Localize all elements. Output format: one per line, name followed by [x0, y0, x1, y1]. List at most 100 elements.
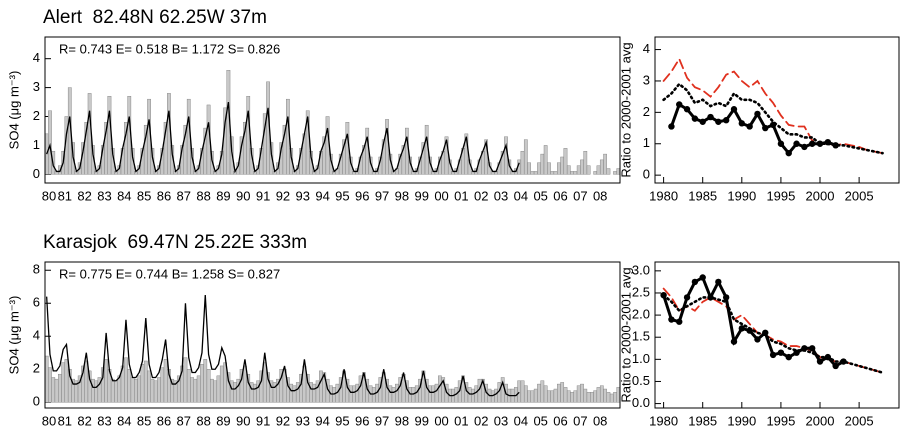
bar: [289, 383, 294, 403]
point: [808, 140, 816, 147]
bar: [160, 367, 165, 403]
point: [832, 362, 839, 370]
point: [777, 140, 785, 147]
x-tick-label: 97: [375, 188, 389, 203]
point: [730, 106, 738, 113]
bar: [547, 162, 551, 175]
x-tick-label: 89: [216, 188, 230, 203]
point: [660, 291, 667, 299]
x-tick-label: 86: [157, 413, 171, 428]
bar: [490, 390, 495, 403]
x-tick-label: 03: [494, 413, 508, 428]
plot-frame: [44, 261, 621, 409]
point: [683, 106, 691, 113]
bar: [530, 171, 535, 175]
bar: [438, 375, 442, 403]
bar: [547, 390, 551, 403]
bar: [252, 383, 257, 403]
x-tick-label: 88: [196, 188, 210, 203]
bar: [563, 148, 568, 175]
point: [762, 329, 769, 336]
stats-annotation: R= 0.743 E= 0.518 B= 1.172 S= 0.826: [59, 41, 280, 56]
bar: [140, 364, 145, 403]
point: [793, 140, 800, 147]
y-tick-label: 1: [33, 137, 40, 152]
bar: [523, 385, 528, 403]
x-tick-label: 00: [434, 188, 448, 203]
bar: [557, 162, 561, 175]
x-tick-label: 91: [256, 413, 270, 428]
bar: [520, 150, 525, 175]
bar: [603, 388, 607, 403]
x-tick-label: 84: [117, 413, 131, 428]
bar: [233, 382, 237, 403]
bar: [219, 365, 224, 403]
x-tick-label: 1985: [688, 413, 717, 428]
bar: [110, 378, 115, 403]
bar: [163, 359, 168, 403]
bar: [210, 150, 214, 175]
bar: [606, 392, 611, 403]
x-tick-label: 04: [514, 413, 528, 428]
bar: [527, 390, 531, 403]
x-tick-label: 00: [434, 413, 448, 428]
bar: [467, 387, 472, 403]
point: [808, 345, 816, 352]
bar: [434, 383, 439, 403]
bar: [348, 385, 353, 403]
x-tick-label: 93: [296, 413, 310, 428]
x-tick-label: 98: [395, 188, 409, 203]
point: [801, 143, 808, 151]
bar: [520, 380, 525, 403]
bar: [576, 385, 581, 403]
bar: [196, 375, 201, 403]
bar: [543, 145, 548, 175]
bar: [200, 364, 204, 403]
point: [769, 351, 777, 359]
bar: [365, 127, 370, 175]
x-tick-label: 82: [77, 188, 91, 203]
point: [801, 345, 808, 352]
point: [715, 278, 722, 286]
x-tick-label: 07: [573, 188, 587, 203]
point: [699, 274, 706, 281]
bar: [576, 165, 581, 175]
x-tick-label: 03: [494, 188, 508, 203]
point: [746, 123, 753, 130]
solid-line: [669, 102, 838, 156]
bar: [613, 171, 617, 175]
bar: [147, 370, 151, 403]
bar: [566, 390, 571, 403]
bar: [51, 377, 56, 403]
x-tick-label: 1990: [727, 188, 756, 203]
bar: [64, 359, 69, 403]
x-tick-label: 90: [236, 413, 250, 428]
bar: [216, 375, 221, 403]
bar: [58, 373, 62, 403]
bar: [61, 362, 66, 403]
bar: [583, 150, 588, 175]
point: [691, 278, 699, 286]
bar: [573, 390, 578, 403]
bar: [543, 385, 548, 403]
point: [722, 294, 730, 301]
bar: [474, 385, 479, 403]
bar: [124, 357, 128, 403]
x-tick-label: 80: [42, 413, 56, 428]
x-tick-label: 94: [315, 413, 329, 428]
point: [840, 358, 847, 365]
bar: [573, 171, 578, 175]
plot-frame: [654, 261, 900, 409]
bar: [593, 390, 598, 403]
bar: [593, 171, 598, 175]
bar: [563, 387, 568, 403]
x-tick-label: 87: [177, 413, 191, 428]
x-tick-label: 96: [355, 413, 369, 428]
bar: [414, 385, 419, 403]
point: [676, 318, 683, 325]
plot-frame: [44, 36, 621, 184]
bar: [570, 171, 574, 175]
x-tick-label: 93: [296, 188, 310, 203]
bar: [586, 392, 591, 403]
